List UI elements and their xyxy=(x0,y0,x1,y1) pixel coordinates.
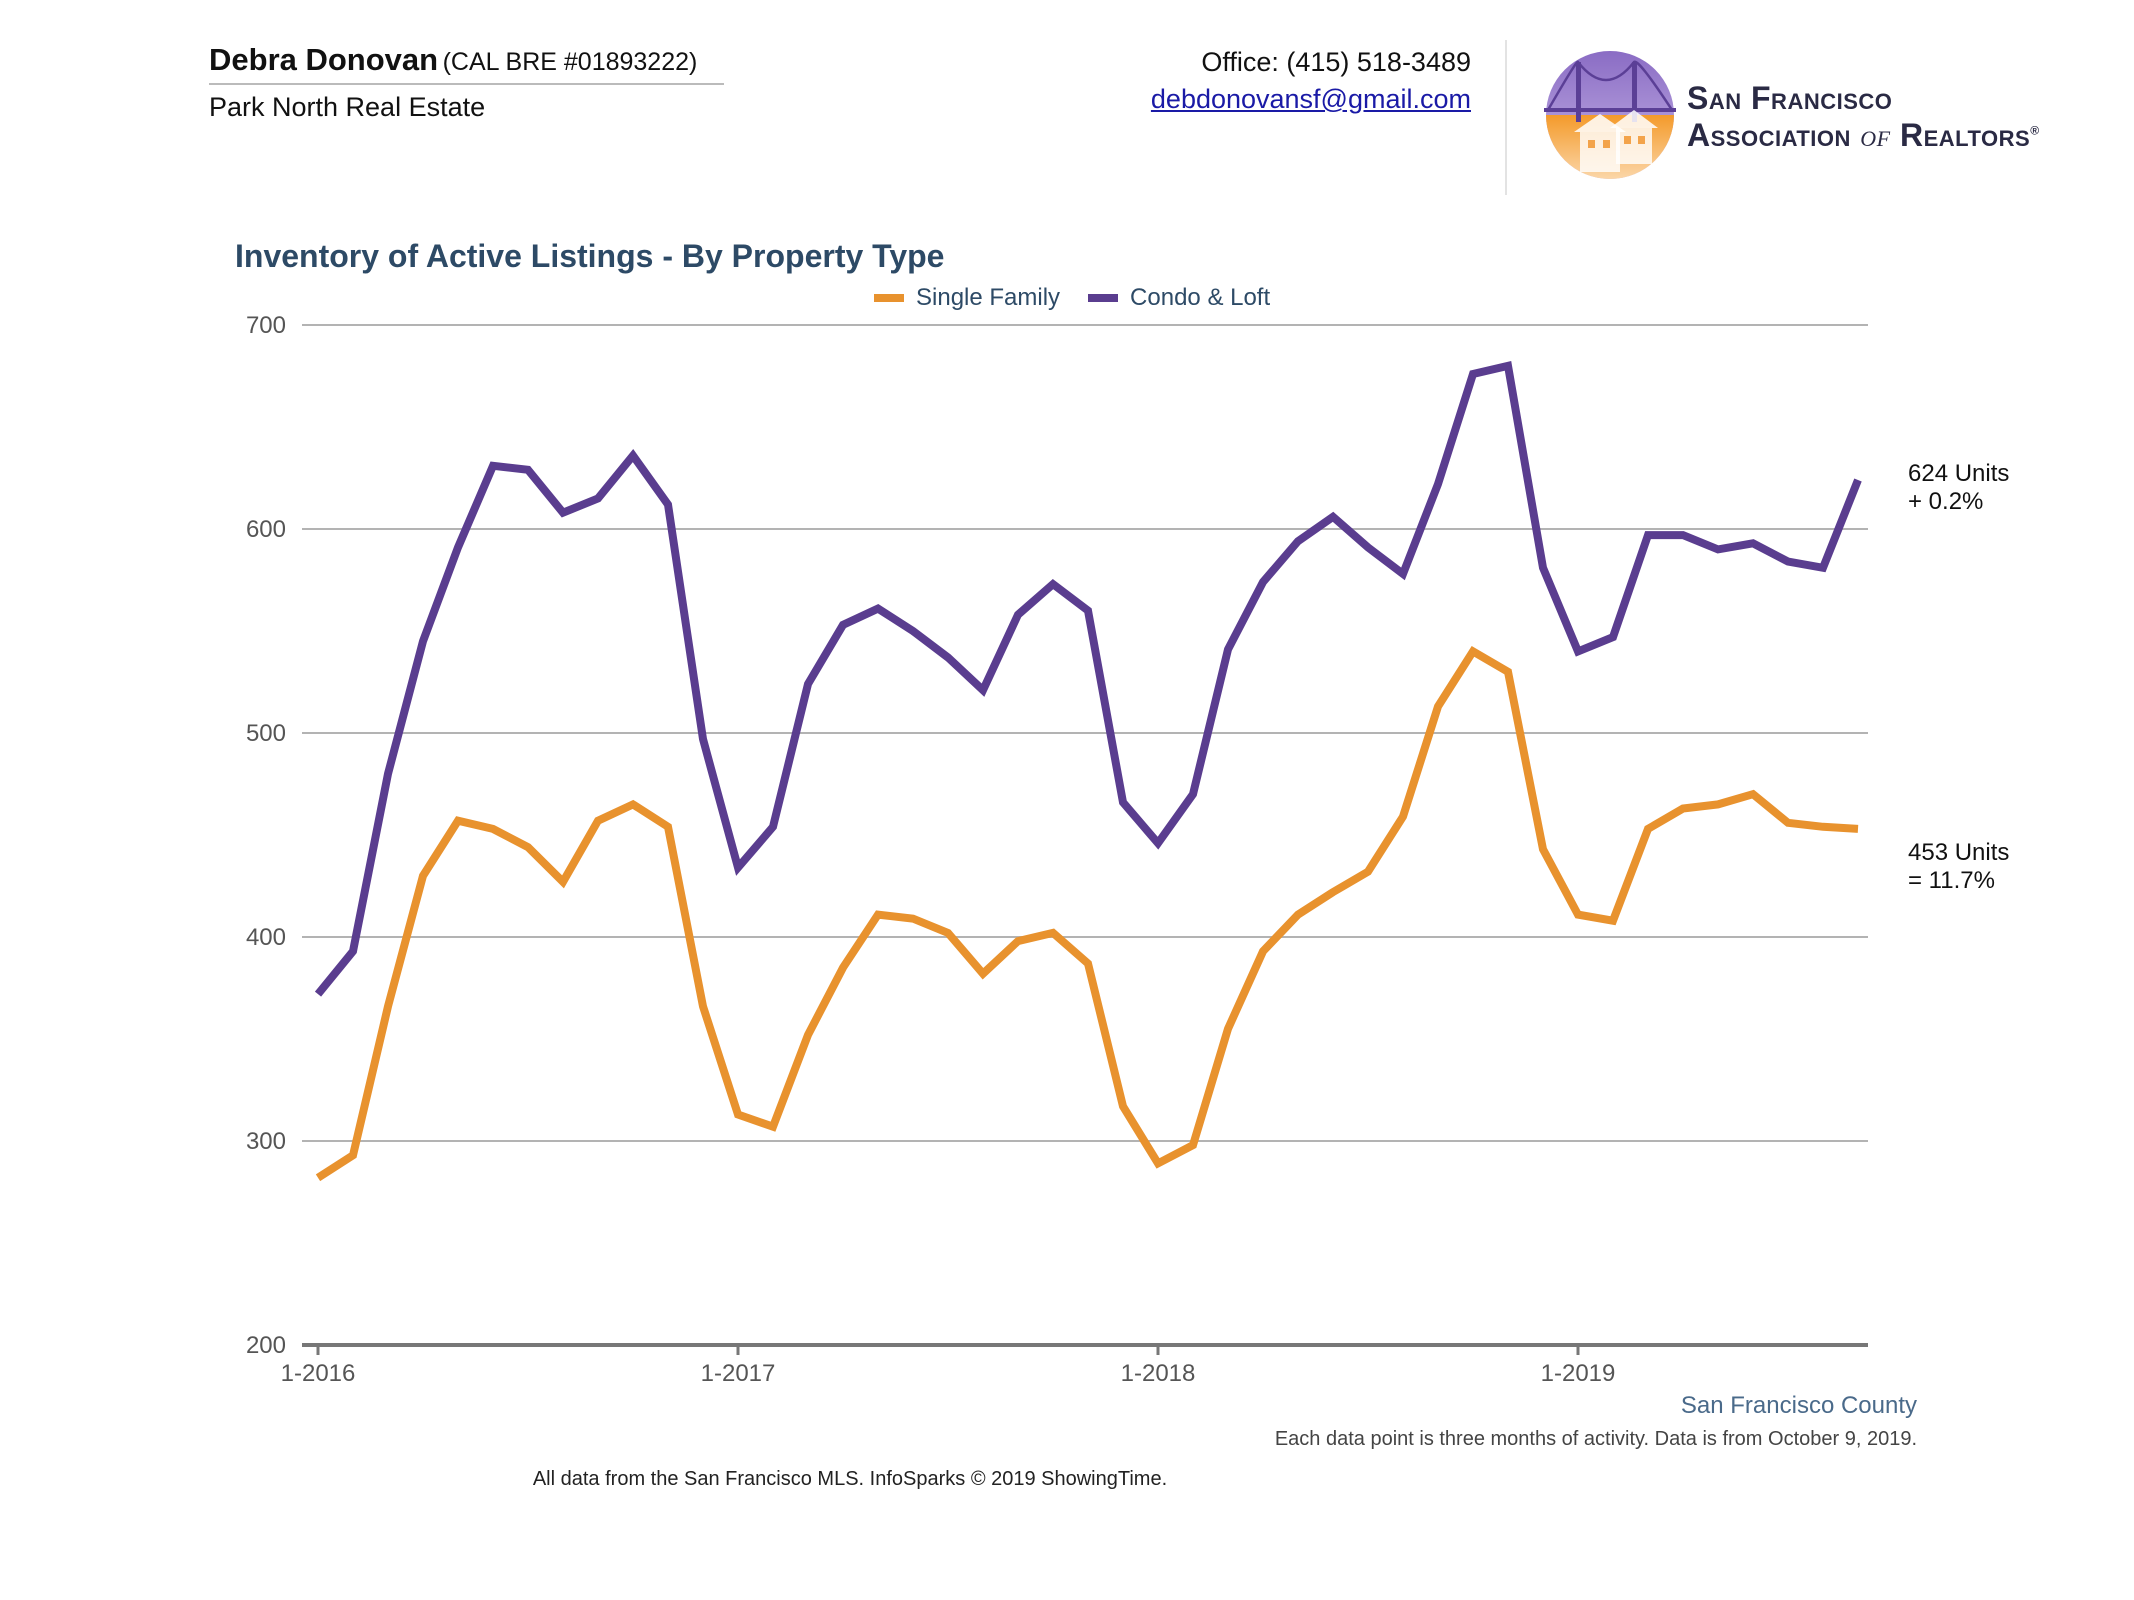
end-label-condo-units: 624 Units xyxy=(1908,460,2010,488)
registered-mark: ® xyxy=(2030,123,2040,138)
chart-title: Inventory of Active Listings - By Proper… xyxy=(235,238,945,274)
legend-swatch-condo-loft xyxy=(1088,294,1119,302)
x-tick-label-0: 1-2016 xyxy=(281,1360,356,1387)
agent-license: (CAL BRE #01893222) xyxy=(442,48,698,76)
agent-name-block: Debra Donovan (CAL BRE #01893222) xyxy=(209,42,697,78)
office-phone: Office: (415) 518-3489 xyxy=(1201,47,1471,77)
legend-item-condo-loft: Condo & Loft xyxy=(1088,284,1270,312)
end-label-single-family: 453 Units = 11.7% xyxy=(1908,839,2009,895)
county-label: San Francisco County xyxy=(1680,1392,1917,1419)
association-name-line1: San Francisco xyxy=(1687,80,1893,116)
legend-item-single-family: Single Family xyxy=(874,284,1060,312)
series-line-condo-loft xyxy=(314,360,1862,997)
legend-label-single-family: Single Family xyxy=(916,284,1061,311)
end-label-condo-change: + 0.2% xyxy=(1908,488,1984,516)
agent-name: Debra Donovan xyxy=(209,42,439,77)
association-word: Association xyxy=(1687,117,1861,153)
x-tick-label-3: 1-2019 xyxy=(1541,1360,1616,1387)
data-note: Each data point is three months of activ… xyxy=(1274,1428,1917,1450)
y-tick-label-200: 200 xyxy=(246,1332,286,1359)
association-name-line2: Association of Realtors® xyxy=(1687,117,2040,154)
legend-label-condo-loft: Condo & Loft xyxy=(1130,284,1271,311)
x-tick-label-1: 1-2017 xyxy=(701,1360,776,1387)
x-tick-label-2: 1-2018 xyxy=(1121,1360,1196,1387)
legend-swatch-single-family xyxy=(874,294,904,302)
end-label-condo-loft: 624 Units + 0.2% xyxy=(1908,460,2009,516)
y-tick-label-400: 400 xyxy=(246,924,286,951)
header-divider xyxy=(209,83,724,85)
brokerage-name: Park North Real Estate xyxy=(209,92,486,122)
email-link[interactable]: debdonovansf@gmail.com xyxy=(1150,84,1471,114)
end-label-sf-units: 453 Units xyxy=(1908,838,2010,866)
association-realtors: Realtors xyxy=(1890,117,2031,153)
data-source: All data from the San Francisco MLS. Inf… xyxy=(532,1468,1168,1490)
y-tick-label-700: 700 xyxy=(246,312,286,339)
y-tick-label-500: 500 xyxy=(246,720,286,747)
y-tick-label-300: 300 xyxy=(246,1128,286,1155)
y-tick-label-600: 600 xyxy=(246,516,286,543)
end-label-sf-change: = 11.7% xyxy=(1908,866,1995,894)
golden-gate-houses-logo-icon xyxy=(1544,51,1676,179)
association-of: of xyxy=(1860,117,1891,153)
chart-legend: Single Family Condo & Loft xyxy=(874,284,1298,312)
header-vertical-divider xyxy=(1505,40,1507,195)
series-line-single-family xyxy=(315,646,1859,1182)
